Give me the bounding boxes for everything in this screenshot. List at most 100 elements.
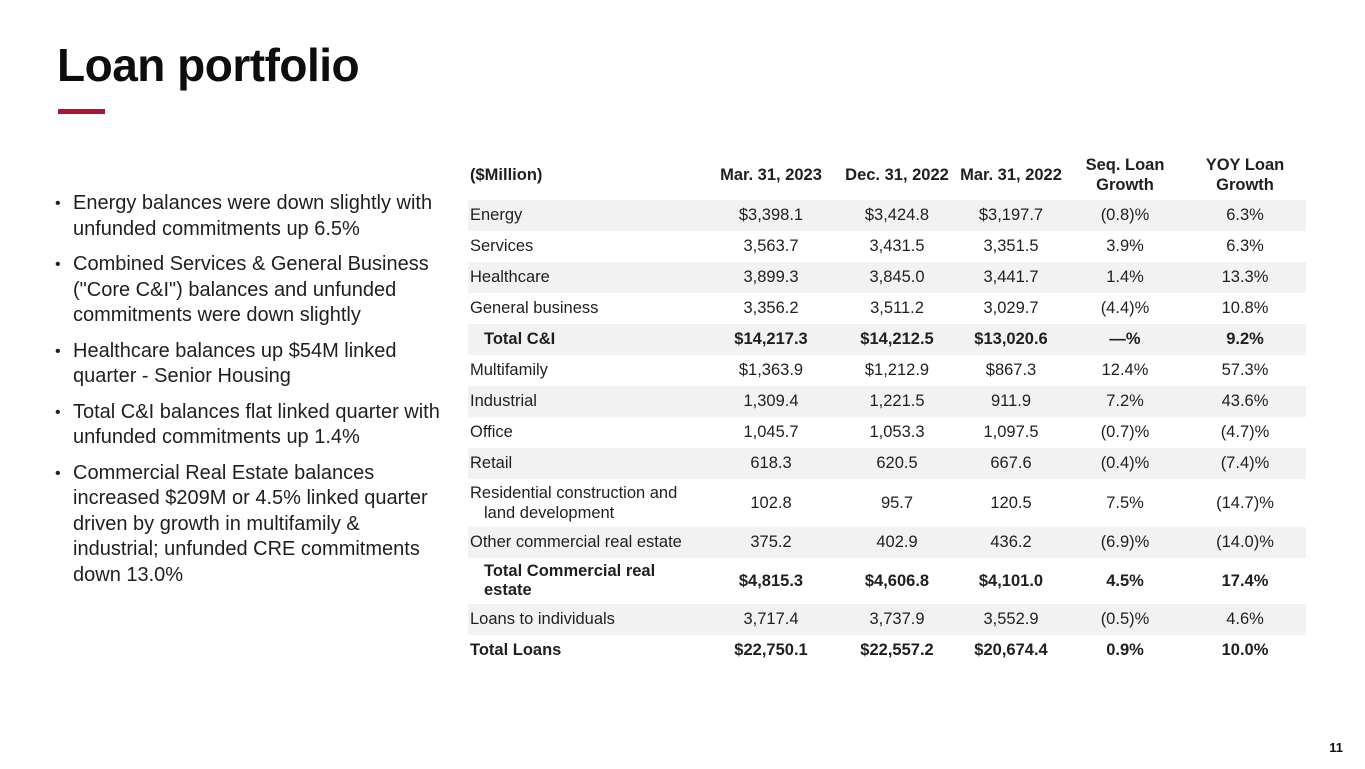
cell-seq-growth: (0.5)% bbox=[1100, 610, 1150, 628]
bullet-item: Total C&I balances flat linked quarter w… bbox=[54, 400, 446, 451]
cell-seq-growth: (0.7)% bbox=[1100, 423, 1150, 441]
cell-yoy-growth: 57.3% bbox=[1221, 361, 1269, 379]
cell-yoy-growth: 4.6% bbox=[1226, 610, 1264, 628]
cell-dec-2022: 3,431.5 bbox=[869, 237, 925, 255]
cell-seq-growth: 3.9% bbox=[1106, 237, 1144, 255]
cell-mar-2022: $20,674.4 bbox=[974, 641, 1048, 659]
cell-dec-2022: 1,053.3 bbox=[869, 423, 925, 441]
cell-seq-growth: 0.9% bbox=[1106, 641, 1144, 659]
row-label: Office bbox=[470, 423, 513, 441]
cell-yoy-growth: 13.3% bbox=[1221, 268, 1269, 286]
bullet-item: Commercial Real Estate balances increase… bbox=[54, 461, 446, 589]
table-row: Healthcare 3,899.3 3,845.0 3,441.7 1.4% … bbox=[468, 262, 1306, 293]
cell-mar-2023: 375.2 bbox=[750, 533, 792, 551]
cell-mar-2023: $14,217.3 bbox=[734, 330, 808, 348]
cell-mar-2022: $13,020.6 bbox=[974, 330, 1048, 348]
cell-mar-2023: $3,398.1 bbox=[738, 206, 804, 224]
row-label: Multifamily bbox=[470, 361, 548, 379]
cell-seq-growth: 4.5% bbox=[1106, 571, 1144, 590]
header-col-yoy-growth: YOY Loan Growth bbox=[1205, 156, 1285, 194]
cell-mar-2023: 618.3 bbox=[750, 454, 792, 472]
bullet-item: Combined Services & General Business ("C… bbox=[54, 252, 446, 329]
table-row: Services 3,563.7 3,431.5 3,351.5 3.9% 6.… bbox=[468, 231, 1306, 262]
cell-mar-2022: 3,552.9 bbox=[983, 610, 1039, 628]
header-col-mar-2022: Mar. 31, 2022 bbox=[960, 166, 1062, 184]
cell-dec-2022: $14,212.5 bbox=[860, 330, 934, 348]
cell-yoy-growth: (7.4)% bbox=[1220, 454, 1270, 472]
table-row: Industrial 1,309.4 1,221.5 911.9 7.2% 43… bbox=[468, 386, 1306, 417]
cell-yoy-growth: 10.8% bbox=[1221, 299, 1269, 317]
table-row: Retail 618.3 620.5 667.6 (0.4)% (7.4)% bbox=[468, 448, 1306, 479]
cell-mar-2022: 3,029.7 bbox=[983, 299, 1039, 317]
cell-mar-2022: 1,097.5 bbox=[983, 423, 1039, 441]
cell-mar-2022: 436.2 bbox=[990, 533, 1032, 551]
cell-yoy-growth: 6.3% bbox=[1226, 237, 1264, 255]
cell-mar-2022: $3,197.7 bbox=[978, 206, 1044, 224]
cell-mar-2023: 3,899.3 bbox=[743, 268, 799, 286]
cell-mar-2022: 3,441.7 bbox=[983, 268, 1039, 286]
row-label: Services bbox=[470, 237, 534, 255]
cell-mar-2023: 3,356.2 bbox=[743, 299, 799, 317]
header-col-seq-growth: Seq. Loan Growth bbox=[1085, 156, 1165, 194]
header-col-dec-2022: Dec. 31, 2022 bbox=[845, 166, 949, 184]
cell-mar-2022: $4,101.0 bbox=[978, 571, 1044, 590]
cell-mar-2022: 120.5 bbox=[990, 493, 1032, 512]
table-row: Office 1,045.7 1,053.3 1,097.5 (0.7)% (4… bbox=[468, 417, 1306, 448]
row-label: Total C&I bbox=[484, 330, 556, 348]
cell-dec-2022: 402.9 bbox=[876, 533, 918, 551]
bullet-item: Healthcare balances up $54M linked quart… bbox=[54, 339, 446, 390]
row-label: General business bbox=[470, 299, 599, 317]
loan-table: ($Million) Mar. 31, 2023 Dec. 31, 2022 M… bbox=[468, 150, 1306, 666]
cell-dec-2022: 1,221.5 bbox=[869, 392, 925, 410]
row-label: Industrial bbox=[470, 392, 537, 410]
table-row-total-loans: Total Loans $22,750.1 $22,557.2 $20,674.… bbox=[468, 635, 1306, 666]
row-label: Total Commercial real estate bbox=[484, 562, 656, 599]
bullet-list: Energy balances were down slightly with … bbox=[54, 191, 446, 598]
row-label: Other commercial real estate bbox=[470, 533, 682, 551]
cell-seq-growth: 7.2% bbox=[1106, 392, 1144, 410]
cell-dec-2022: 3,511.2 bbox=[870, 299, 924, 317]
cell-seq-growth: (4.4)% bbox=[1100, 299, 1150, 317]
cell-seq-growth: 1.4% bbox=[1106, 268, 1144, 286]
cell-yoy-growth: 17.4% bbox=[1221, 571, 1269, 590]
cell-dec-2022: $3,424.8 bbox=[864, 206, 930, 224]
cell-yoy-growth: (14.0)% bbox=[1216, 533, 1274, 551]
cell-mar-2023: 3,563.7 bbox=[743, 237, 799, 255]
cell-seq-growth: (0.4)% bbox=[1100, 454, 1150, 472]
bullet-item: Energy balances were down slightly with … bbox=[54, 191, 446, 242]
table-row-total-ci: Total C&I $14,217.3 $14,212.5 $13,020.6 … bbox=[468, 324, 1306, 355]
row-label: Total Loans bbox=[470, 641, 562, 659]
cell-dec-2022: $1,212.9 bbox=[864, 361, 930, 379]
row-label: Loans to individuals bbox=[470, 610, 615, 628]
cell-mar-2022: 667.6 bbox=[990, 454, 1032, 472]
header-col-mar-2023: Mar. 31, 2023 bbox=[720, 166, 822, 184]
cell-mar-2023: $4,815.3 bbox=[738, 571, 804, 590]
table-row: Energy $3,398.1 $3,424.8 $3,197.7 (0.8)%… bbox=[468, 200, 1306, 231]
cell-dec-2022: 3,737.9 bbox=[869, 610, 925, 628]
cell-mar-2023: 3,717.4 bbox=[743, 610, 799, 628]
cell-mar-2022: 3,351.5 bbox=[983, 237, 1039, 255]
cell-yoy-growth: 43.6% bbox=[1221, 392, 1269, 410]
title-accent-bar bbox=[58, 109, 105, 114]
cell-dec-2022: $22,557.2 bbox=[860, 641, 934, 659]
cell-mar-2023: 102.8 bbox=[750, 493, 792, 512]
cell-mar-2023: 1,309.4 bbox=[743, 392, 799, 410]
row-label: Retail bbox=[470, 454, 513, 472]
table-row: Other commercial real estate 375.2 402.9… bbox=[468, 527, 1306, 558]
table-row: Multifamily $1,363.9 $1,212.9 $867.3 12.… bbox=[468, 355, 1306, 386]
table-row: Loans to individuals 3,717.4 3,737.9 3,5… bbox=[468, 604, 1306, 635]
cell-mar-2023: $22,750.1 bbox=[734, 641, 808, 659]
cell-dec-2022: $4,606.8 bbox=[864, 571, 930, 590]
row-label: Healthcare bbox=[470, 268, 550, 286]
cell-yoy-growth: 6.3% bbox=[1226, 206, 1264, 224]
table-header-row: ($Million) Mar. 31, 2023 Dec. 31, 2022 M… bbox=[468, 150, 1306, 200]
table-row: Residential construction and land develo… bbox=[468, 479, 1306, 527]
page-number: 11 bbox=[1329, 740, 1343, 755]
table-row-total-cre: Total Commercial real estate $4,815.3 $4… bbox=[468, 558, 1306, 604]
cell-yoy-growth: (4.7)% bbox=[1220, 423, 1270, 441]
cell-dec-2022: 95.7 bbox=[880, 493, 914, 512]
cell-mar-2022: $867.3 bbox=[985, 361, 1037, 379]
table-row: General business 3,356.2 3,511.2 3,029.7… bbox=[468, 293, 1306, 324]
cell-seq-growth: (0.8)% bbox=[1100, 206, 1150, 224]
cell-yoy-growth: 10.0% bbox=[1221, 641, 1269, 659]
